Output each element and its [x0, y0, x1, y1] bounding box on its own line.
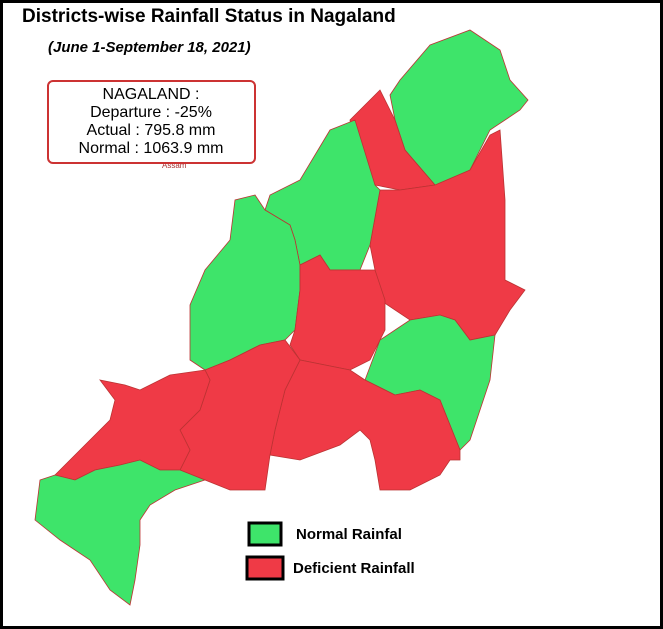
map: [34, 29, 529, 606]
district: [349, 89, 436, 191]
legend-swatch: [245, 555, 285, 581]
district: [34, 459, 207, 606]
district: [289, 254, 386, 371]
legend-swatch: [247, 521, 283, 547]
info-box: [47, 80, 256, 164]
info-line: Normal : 1063.9 mm: [79, 140, 224, 157]
info-line: Actual : 795.8 mm: [87, 122, 216, 139]
subtitle: (June 1-September 18, 2021): [48, 39, 251, 56]
info-line: Departure : -25%: [90, 104, 212, 121]
title: Districts-wise Rainfall Status in Nagala…: [22, 6, 396, 27]
map-label: Assam: [162, 161, 187, 170]
legend: Normal Rainfal Deficient Rainfall: [245, 521, 415, 581]
legend-label: Deficient Rainfall: [293, 560, 415, 577]
legend-label: Normal Rainfal: [296, 526, 402, 543]
info-line: NAGALAND :: [103, 86, 200, 103]
